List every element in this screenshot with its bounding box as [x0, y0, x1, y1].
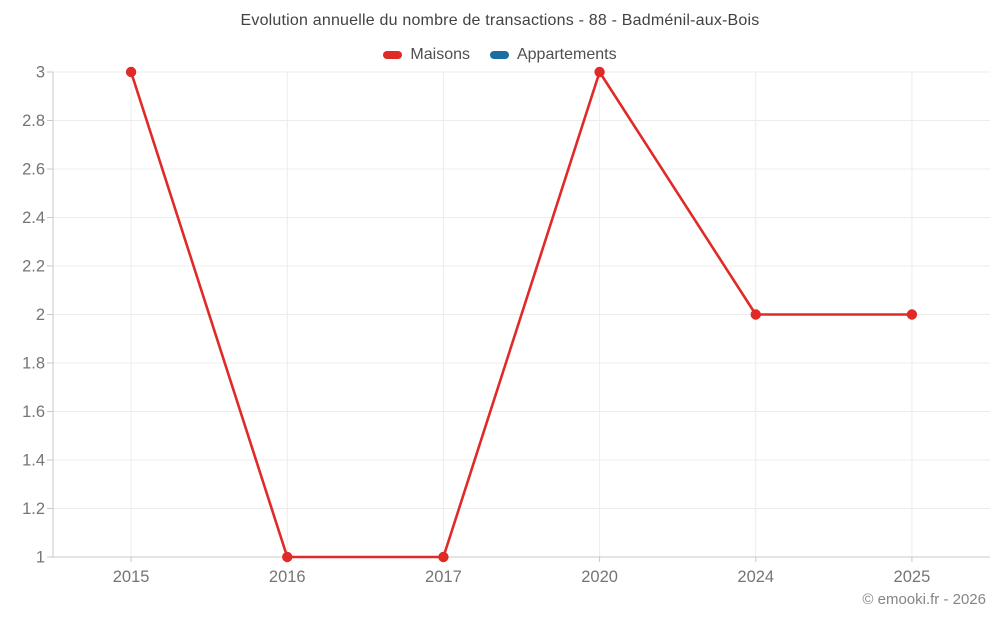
x-tick-label: 2017: [425, 568, 462, 586]
y-tick-label: 1.8: [22, 355, 45, 373]
y-tick-label: 3: [36, 64, 45, 82]
series-line-maisons: [129, 70, 914, 559]
chart-title: Evolution annuelle du nombre de transact…: [240, 12, 760, 29]
chart-legend: Maisons Appartements: [0, 44, 1000, 66]
y-tick-label: 2: [36, 306, 45, 324]
legend-swatch-maisons-icon: [383, 51, 403, 59]
data-point-maisons-2020[interactable]: [594, 66, 605, 78]
legend-label-appartements: Appartements: [516, 46, 617, 63]
data-point-maisons-2017[interactable]: [438, 551, 449, 563]
x-tick-label: 2016: [269, 568, 306, 586]
data-point-maisons-2016[interactable]: [282, 551, 293, 563]
y-tick-label: 1.6: [22, 403, 45, 421]
data-point-maisons-2015[interactable]: [125, 66, 137, 78]
x-tick-label: 2024: [737, 568, 774, 586]
data-point-maisons-2025[interactable]: [906, 309, 918, 320]
legend-item-maisons[interactable]: Maisons: [383, 46, 470, 64]
y-tick-label: 2.6: [22, 161, 45, 179]
legend-label-maisons: Maisons: [410, 46, 470, 63]
y-tick-label: 1.4: [22, 452, 45, 470]
y-tick-label: 2.4: [22, 209, 45, 227]
x-tick-label: 2020: [581, 568, 618, 586]
x-tick-label: 2015: [113, 568, 150, 586]
y-tick-label: 1.2: [22, 500, 45, 518]
y-tick-label: 2.8: [22, 112, 45, 130]
x-tick-label: 2025: [894, 568, 931, 586]
y-tick-label: 2.2: [22, 258, 45, 276]
y-tick-label: 1: [36, 549, 45, 567]
chart-copyright: © emooki.fr - 2026: [862, 591, 986, 608]
legend-item-appartements[interactable]: Appartements: [489, 46, 617, 64]
legend-swatch-appartements-icon: [489, 51, 509, 59]
data-point-maisons-2024[interactable]: [750, 309, 761, 320]
